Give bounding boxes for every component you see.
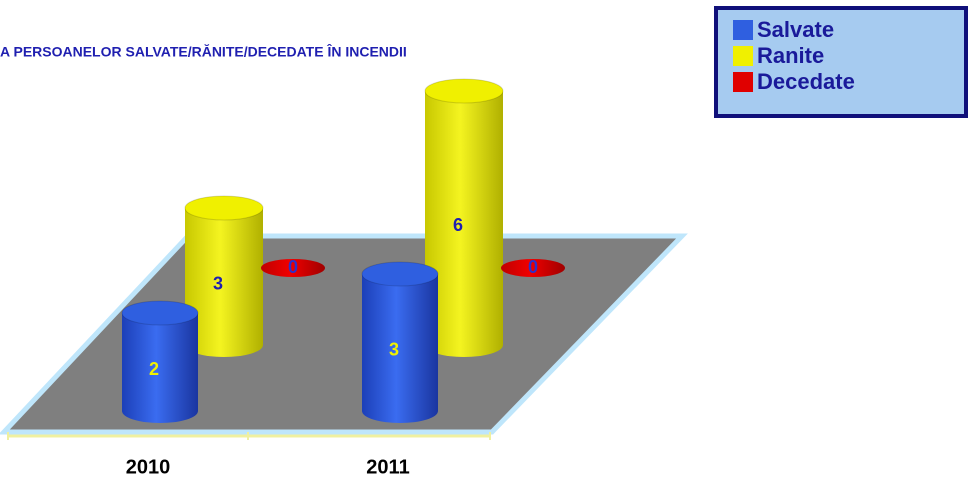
cylinder-top <box>361 261 439 287</box>
cylinder <box>425 91 503 357</box>
legend-box <box>714 6 968 118</box>
legend-label: Salvate <box>757 17 834 42</box>
chart-title: A PERSOANELOR SALVATE/RĂNITE/DECEDATE ÎN… <box>0 43 407 60</box>
cylinder <box>362 274 438 423</box>
legend-swatch <box>733 20 753 40</box>
legend-swatch <box>733 46 753 66</box>
legend-label: Ranite <box>757 43 824 68</box>
data-label: 0 <box>528 257 538 277</box>
floor <box>0 233 688 435</box>
data-label: 0 <box>288 257 298 277</box>
legend-swatch <box>733 72 753 92</box>
cylinder <box>185 208 263 357</box>
cylinder-top <box>184 195 264 221</box>
cylinder <box>122 313 198 423</box>
data-label: 3 <box>213 273 223 293</box>
data-label: 6 <box>453 215 463 235</box>
cylinder-top <box>424 78 504 104</box>
cylinder-top <box>121 300 199 326</box>
cylinder <box>501 259 565 277</box>
x-tick-label: 2011 <box>366 456 409 478</box>
legend-label: Decedate <box>757 69 855 94</box>
cylinder <box>261 259 325 277</box>
data-label: 3 <box>389 339 399 359</box>
data-label: 2 <box>149 359 159 379</box>
x-tick-label: 2010 <box>126 456 171 478</box>
